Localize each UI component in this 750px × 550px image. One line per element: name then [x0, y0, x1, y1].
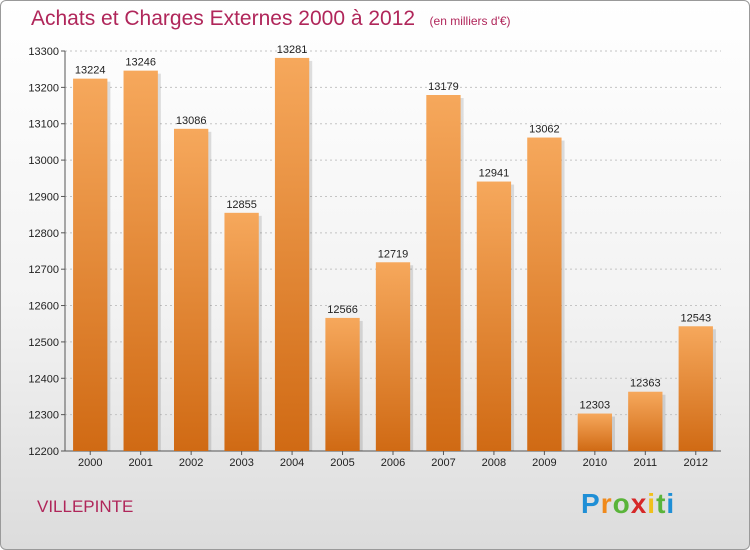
bar-value-label: 12543: [680, 312, 711, 324]
bar: [325, 317, 360, 451]
y-tick-label: 12200: [28, 446, 59, 458]
bar-value-label: 12363: [630, 378, 661, 390]
x-tick-label: 2000: [78, 457, 102, 469]
y-tick-label: 12600: [28, 301, 59, 313]
y-tick-label: 13100: [28, 119, 59, 131]
proxiti-logo: Proxiti: [581, 488, 675, 520]
bar: [173, 128, 209, 451]
y-tick-label: 12500: [28, 337, 59, 349]
logo-letter: r: [600, 488, 613, 519]
bar-value-label: 12303: [580, 400, 611, 412]
bar-value-label: 13246: [125, 57, 156, 69]
bar: [577, 413, 613, 451]
unit-note: (en milliers d'€): [429, 14, 511, 28]
bar-value-label: 13062: [529, 124, 560, 136]
title-row: Achats et Charges Externes 2000 à 2012 (…: [31, 7, 511, 31]
logo-letter: o: [612, 488, 631, 519]
logo-letter: x: [630, 488, 648, 519]
x-tick-label: 2002: [179, 457, 203, 469]
x-tick-label: 2001: [128, 457, 152, 469]
x-tick-label: 2004: [280, 457, 304, 469]
chart-title: Achats et Charges Externes 2000 à 2012: [31, 7, 416, 30]
y-tick-label: 13300: [28, 46, 59, 58]
x-tick-label: 2012: [684, 457, 708, 469]
bar: [274, 57, 310, 452]
y-tick-label: 12800: [28, 228, 59, 240]
logo-letter: i: [666, 488, 676, 519]
bar-value-label: 12566: [327, 304, 358, 316]
bar-value-label: 12719: [378, 248, 409, 260]
logo-letter: P: [581, 488, 601, 519]
bar: [527, 137, 562, 451]
x-tick-label: 2003: [229, 457, 253, 469]
y-tick-label: 13000: [28, 155, 59, 167]
y-tick-label: 12400: [28, 373, 59, 385]
bar: [426, 95, 461, 451]
x-tick-label: 2007: [431, 457, 455, 469]
logo-letter: t: [656, 488, 667, 519]
bar: [476, 181, 512, 451]
bar: [73, 78, 108, 452]
x-tick-label: 2011: [633, 457, 657, 469]
bar: [123, 70, 158, 452]
bar-value-label: 13224: [75, 65, 106, 77]
x-tick-label: 2008: [482, 457, 506, 469]
x-tick-label: 2005: [330, 457, 354, 469]
bar-value-label: 13281: [277, 44, 308, 56]
y-tick-label: 12300: [28, 410, 59, 422]
bar-value-label: 12855: [226, 199, 257, 211]
city-name: VILLEPINTE: [37, 497, 134, 516]
bar: [678, 326, 713, 451]
logo-letter: i: [647, 488, 657, 519]
y-tick-label: 12900: [28, 191, 59, 203]
bar-value-label: 12941: [479, 168, 510, 180]
y-tick-label: 13200: [28, 82, 59, 94]
y-tick-label: 12700: [28, 264, 59, 276]
x-tick-label: 2006: [381, 457, 405, 469]
bar-value-label: 13179: [428, 81, 459, 93]
bar: [628, 391, 663, 451]
x-tick-label: 2009: [532, 457, 556, 469]
bar: [375, 262, 411, 451]
bar-value-label: 13086: [176, 115, 207, 127]
bar: [224, 212, 259, 451]
x-tick-label: 2010: [583, 457, 607, 469]
